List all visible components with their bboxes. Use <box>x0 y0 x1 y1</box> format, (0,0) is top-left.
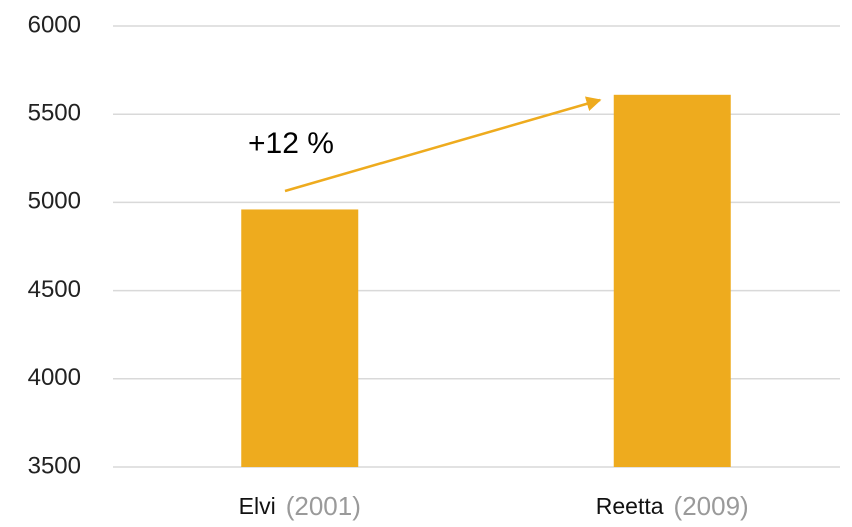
category-name: Elvi <box>239 493 276 519</box>
x-tick-label: Elvi (2001) <box>239 491 361 521</box>
y-tick-label: 4000 <box>28 364 81 391</box>
y-tick-label: 5500 <box>28 100 81 127</box>
bar <box>613 94 731 468</box>
trend-arrow <box>284 96 602 193</box>
x-tick-label: Reetta (2009) <box>596 491 749 521</box>
category-note: (2009) <box>674 491 749 521</box>
annotation: +12 % <box>248 127 334 160</box>
bars <box>241 94 731 468</box>
category-name: Reetta <box>596 493 664 519</box>
bar <box>241 209 359 467</box>
y-tick-label: 6000 <box>28 11 81 38</box>
y-tick-label: 4500 <box>28 276 81 303</box>
grid <box>113 25 840 468</box>
y-tick-label: 3500 <box>28 452 81 479</box>
y-tick-label: 5000 <box>28 188 81 215</box>
category-note: (2001) <box>286 491 361 521</box>
